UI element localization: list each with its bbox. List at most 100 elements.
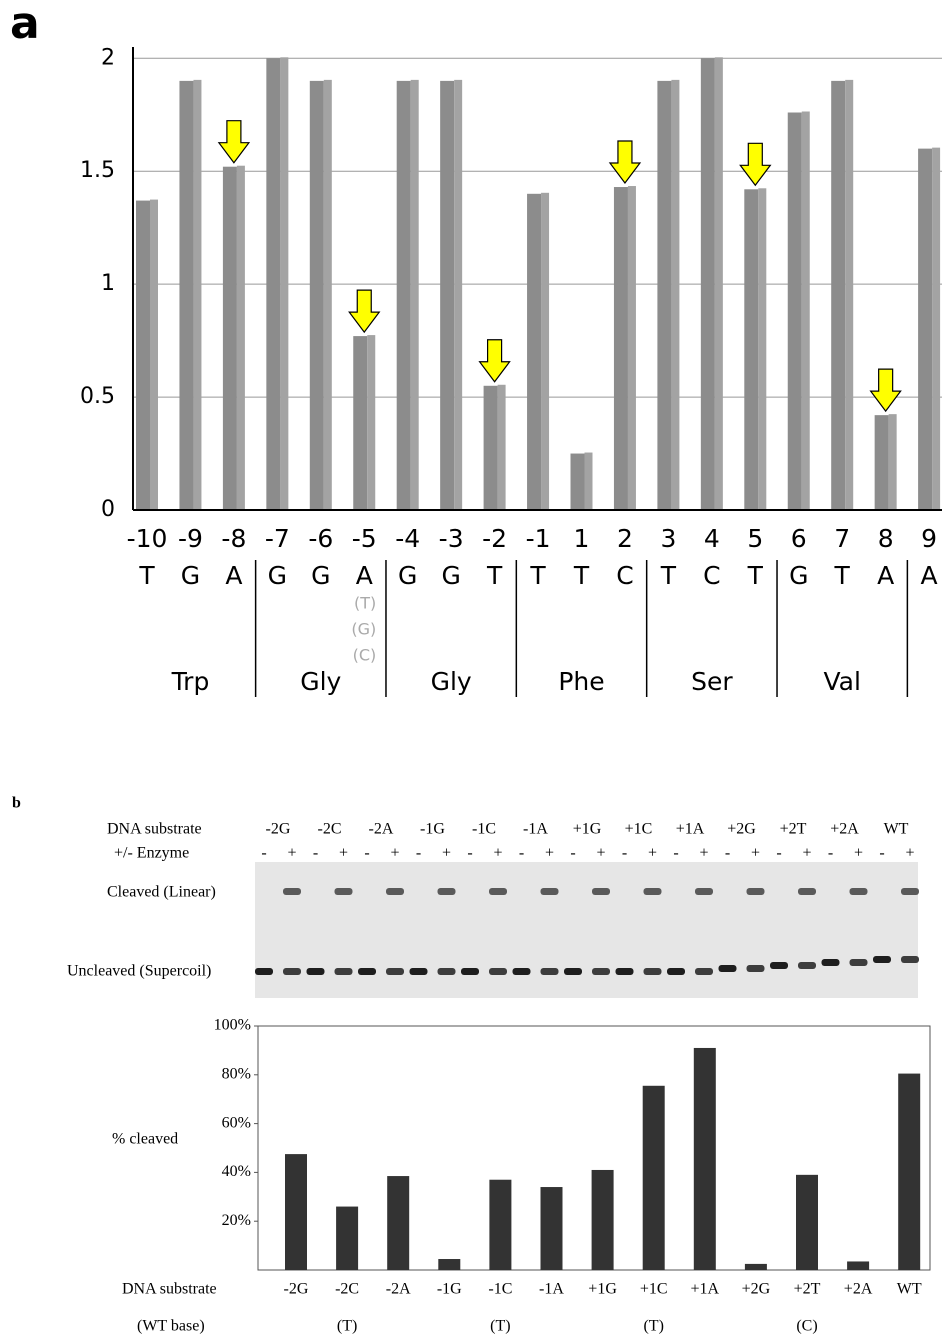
gel-band — [386, 888, 404, 895]
gel-band — [798, 888, 816, 895]
gel-band — [283, 888, 301, 895]
gel-band — [667, 968, 685, 975]
gel-band — [513, 968, 531, 975]
gel-substrate-label: DNA substrate — [107, 821, 202, 838]
bar — [438, 1259, 460, 1270]
x-tick-label: -1G — [437, 1281, 462, 1298]
codon-label: Phe — [558, 667, 604, 696]
alt-base-label: (C) — [353, 646, 377, 665]
x-tick-label: +1A — [691, 1281, 720, 1298]
enzyme-sign: + — [596, 845, 605, 862]
x-tick-label: 1 — [574, 524, 590, 553]
bar — [694, 1048, 716, 1270]
arrow — [740, 143, 770, 185]
bar-side — [889, 414, 897, 510]
base-label: A — [356, 561, 373, 590]
bar — [898, 1074, 920, 1270]
bar-side — [932, 148, 940, 510]
bar — [285, 1154, 307, 1270]
enzyme-sign: - — [725, 845, 730, 862]
bar — [831, 81, 845, 510]
x-tick-label: -5 — [352, 524, 377, 553]
gel-band — [719, 965, 737, 972]
base-label: T — [660, 561, 677, 590]
bar-side — [411, 80, 419, 510]
x-tick-label: 2 — [617, 524, 633, 553]
gel-band — [255, 968, 273, 975]
bar-side — [671, 80, 679, 510]
x-tick-label: -2C — [335, 1281, 359, 1298]
x-tick-label: -8 — [221, 524, 246, 553]
x-tick-label: -4 — [395, 524, 420, 553]
arrow — [871, 369, 901, 411]
enzyme-sign: + — [339, 845, 348, 862]
y-tick-label: 100% — [214, 1017, 251, 1034]
bar — [336, 1207, 358, 1270]
enzyme-sign: + — [751, 845, 760, 862]
enzyme-sign: - — [416, 845, 421, 862]
gel-enzyme-label: +/- Enzyme — [114, 845, 189, 862]
base-label: A — [877, 561, 894, 590]
gel-band — [461, 968, 479, 975]
bar-side — [454, 80, 462, 510]
gel-band — [438, 968, 456, 975]
gel-band — [307, 968, 325, 975]
gel-lane-label: -1G — [420, 821, 445, 838]
bar — [541, 1187, 563, 1270]
bar — [745, 1264, 767, 1270]
gel-band — [564, 968, 582, 975]
enzyme-sign: - — [622, 845, 627, 862]
x-tick-label: +1G — [588, 1281, 617, 1298]
gel-lane-label: +2G — [727, 821, 756, 838]
bar — [179, 81, 193, 510]
x-tick-label: 8 — [878, 524, 894, 553]
x-tick-label: 4 — [704, 524, 720, 553]
wt-base-label: (C) — [796, 1318, 817, 1335]
bar — [657, 81, 671, 510]
x-tick-label: -2A — [386, 1281, 411, 1298]
bar — [875, 415, 889, 510]
gel-lane-label: +2T — [780, 821, 807, 838]
enzyme-sign: - — [364, 845, 369, 862]
gel-band — [386, 968, 404, 975]
x-tick-label: +2G — [742, 1281, 771, 1298]
alt-base-label: (G) — [351, 620, 376, 639]
gel-lane-label: +1G — [573, 821, 602, 838]
x-tick-label: -9 — [178, 524, 203, 553]
bar-side — [802, 111, 810, 510]
gel-band — [770, 962, 788, 969]
x-tick-label: +2A — [844, 1281, 873, 1298]
x-tick-label: -10 — [127, 524, 168, 553]
gel-band — [592, 888, 610, 895]
bar — [701, 58, 715, 510]
bar-side — [150, 200, 158, 510]
gel-lane-label: -1C — [472, 821, 496, 838]
wt-base-title: (WT base) — [137, 1318, 205, 1335]
gel-band — [850, 959, 868, 966]
enzyme-sign: + — [442, 845, 451, 862]
x-tick-label: -1A — [539, 1281, 564, 1298]
x-tick-label: -1 — [526, 524, 551, 553]
enzyme-sign: + — [648, 845, 657, 862]
gel-band — [335, 888, 353, 895]
gel-band — [335, 968, 353, 975]
gel-lane-label: +2A — [830, 821, 859, 838]
y-tick-label: 40% — [222, 1163, 251, 1180]
y-tick-label: 0 — [101, 497, 115, 522]
bar — [847, 1261, 869, 1270]
arrow — [610, 141, 640, 183]
enzyme-sign: + — [854, 845, 863, 862]
x-tick-label: 9 — [921, 524, 937, 553]
bar — [918, 149, 932, 510]
figure: a 00.511.52-10T-9G-8A-7G-6G-5A(T)(G)(C)-… — [0, 0, 942, 1339]
bar-side — [237, 166, 245, 510]
bar — [527, 194, 541, 510]
x-tick-label: -2 — [482, 524, 507, 553]
enzyme-sign: + — [802, 845, 811, 862]
x-tick-label: 6 — [791, 524, 807, 553]
gel-cleaved-label: Cleaved (Linear) — [107, 884, 216, 901]
bar-side — [498, 385, 506, 510]
bar — [796, 1175, 818, 1270]
panel-a: a 00.511.52-10T-9G-8A-7G-6G-5A(T)(G)(C)-… — [10, 0, 942, 697]
base-label: G — [789, 561, 808, 590]
